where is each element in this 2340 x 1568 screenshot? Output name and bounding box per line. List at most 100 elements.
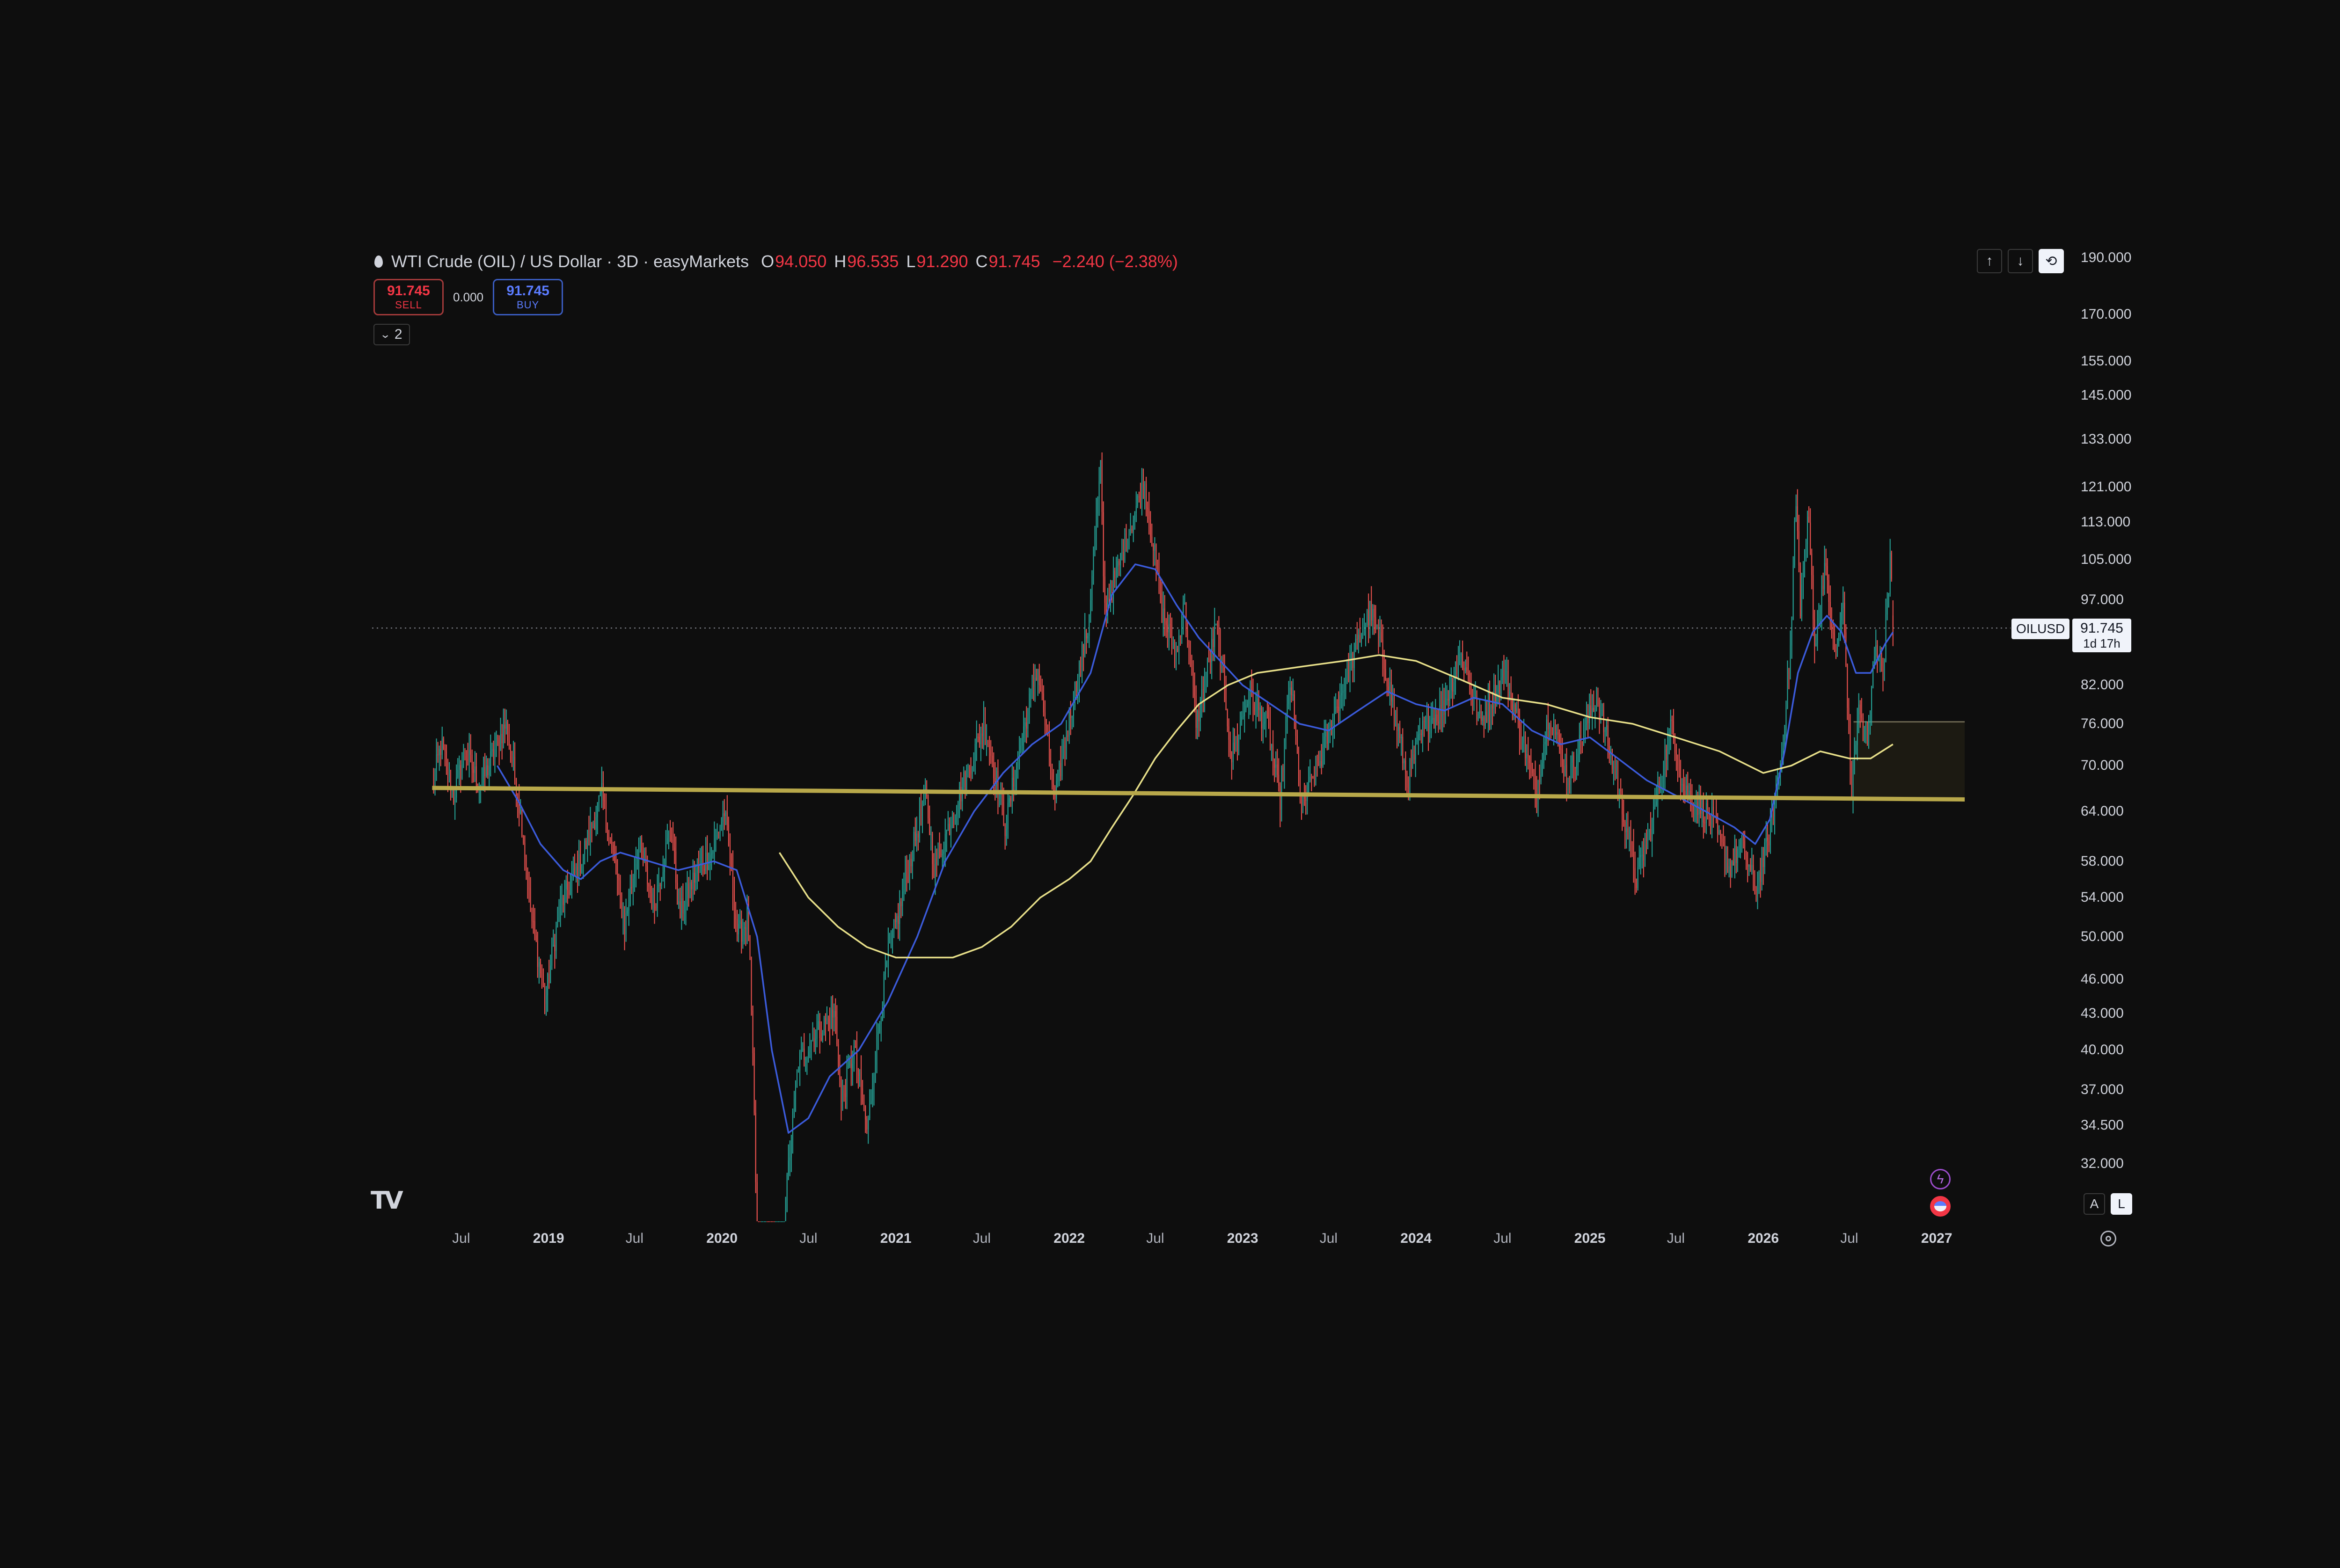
candle: [1220, 628, 1221, 681]
candle: [1097, 496, 1098, 528]
support-trend-line[interactable]: [432, 786, 1965, 802]
candle: [1006, 815, 1007, 846]
candle: [464, 748, 466, 761]
candle: [893, 919, 895, 938]
candle: [1753, 854, 1754, 891]
candle: [688, 877, 689, 907]
candle: [1891, 550, 1892, 582]
price-tick-label: 70.000: [2081, 758, 2124, 773]
candle: [1840, 612, 1841, 641]
arrow-down-button[interactable]: ↓: [2008, 249, 2033, 273]
candle: [792, 1109, 793, 1154]
candle: [668, 830, 669, 850]
candle: [1232, 727, 1234, 770]
candle: [1261, 705, 1262, 741]
candle: [1624, 820, 1626, 849]
sell-button[interactable]: 91.745 SELL: [373, 279, 444, 315]
ma-slow-line[interactable]: [778, 654, 1894, 959]
candle: [494, 732, 496, 773]
candle: [896, 913, 898, 929]
candle: [1291, 681, 1292, 703]
candle: [1335, 693, 1337, 715]
candle: [527, 867, 528, 899]
candle: [816, 1014, 818, 1048]
support-zone[interactable]: [1853, 722, 1965, 800]
candle: [1181, 612, 1183, 644]
candle: [1019, 736, 1020, 770]
candle: [1033, 664, 1034, 701]
candle: [1727, 846, 1728, 873]
candle: [1150, 511, 1151, 543]
candle: [1815, 634, 1817, 647]
candle: [1785, 700, 1787, 745]
candle: [801, 1036, 802, 1060]
buy-button[interactable]: 91.745 BUY: [493, 279, 563, 315]
candle: [1141, 468, 1142, 516]
candle: [687, 871, 688, 911]
candle: [1372, 604, 1374, 635]
ma-fast-line[interactable]: [497, 563, 1894, 1134]
price-tick-label: 170.000: [2081, 306, 2132, 322]
tradingview-logo-icon[interactable]: TV: [371, 1187, 403, 1215]
candle: [1206, 671, 1207, 693]
flash-icon[interactable]: ϟ: [1930, 1169, 1951, 1189]
candle: [1258, 690, 1259, 722]
candle: [762, 1221, 763, 1222]
candle: [542, 968, 544, 988]
candle: [1419, 717, 1420, 741]
candle: [933, 853, 935, 878]
gear-icon[interactable]: [2100, 1231, 2116, 1247]
support-zone-layer: [1853, 721, 1965, 800]
candle: [1740, 838, 1741, 859]
candle: [1533, 769, 1535, 790]
candle: [891, 930, 892, 948]
candle: [1593, 690, 1594, 712]
candle: [471, 749, 473, 783]
candle: [1522, 736, 1523, 753]
candle: [629, 875, 631, 907]
candle: [1321, 744, 1322, 774]
candle: [538, 956, 540, 984]
candle: [848, 1054, 849, 1069]
candle: [1381, 619, 1382, 643]
indicators-toggle-button[interactable]: ⌄ 2: [373, 324, 410, 345]
candle: [682, 883, 684, 921]
candle: [560, 885, 561, 927]
candle: [1425, 715, 1426, 729]
candle: [1861, 698, 1862, 722]
candle: [1566, 748, 1567, 802]
candle: [1133, 515, 1134, 542]
candle: [450, 770, 452, 801]
candle: [866, 1116, 868, 1134]
candle: [651, 885, 652, 910]
candle: [486, 755, 487, 778]
sync-button[interactable]: ⟲: [2039, 249, 2064, 273]
candle: [1795, 494, 1797, 522]
candle: [1592, 694, 1593, 730]
candle: [1415, 737, 1416, 777]
candle: [785, 1196, 786, 1221]
candle: [979, 723, 980, 748]
arrow-up-button[interactable]: ↑: [1977, 249, 2002, 273]
log-scale-button[interactable]: L: [2111, 1193, 2132, 1215]
candle: [928, 794, 929, 824]
candle: [899, 890, 900, 941]
candle: [1068, 707, 1070, 744]
candle: [1758, 870, 1760, 894]
us-flag-icon[interactable]: [1930, 1196, 1951, 1217]
candle: [1837, 638, 1838, 657]
candle: [1453, 667, 1455, 699]
candle: [662, 855, 664, 882]
symbol-title[interactable]: WTI Crude (OIL) / US Dollar · 3D · easyM…: [391, 252, 749, 271]
candle: [712, 850, 714, 859]
time-tick-label: Jul: [452, 1231, 470, 1246]
candle: [1589, 693, 1590, 729]
candle: [883, 971, 885, 1018]
candle: [725, 810, 726, 825]
candle: [1539, 764, 1540, 800]
candle: [1322, 733, 1324, 768]
candle: [1090, 589, 1091, 623]
candle: [1664, 738, 1666, 790]
auto-scale-button[interactable]: A: [2084, 1193, 2105, 1215]
